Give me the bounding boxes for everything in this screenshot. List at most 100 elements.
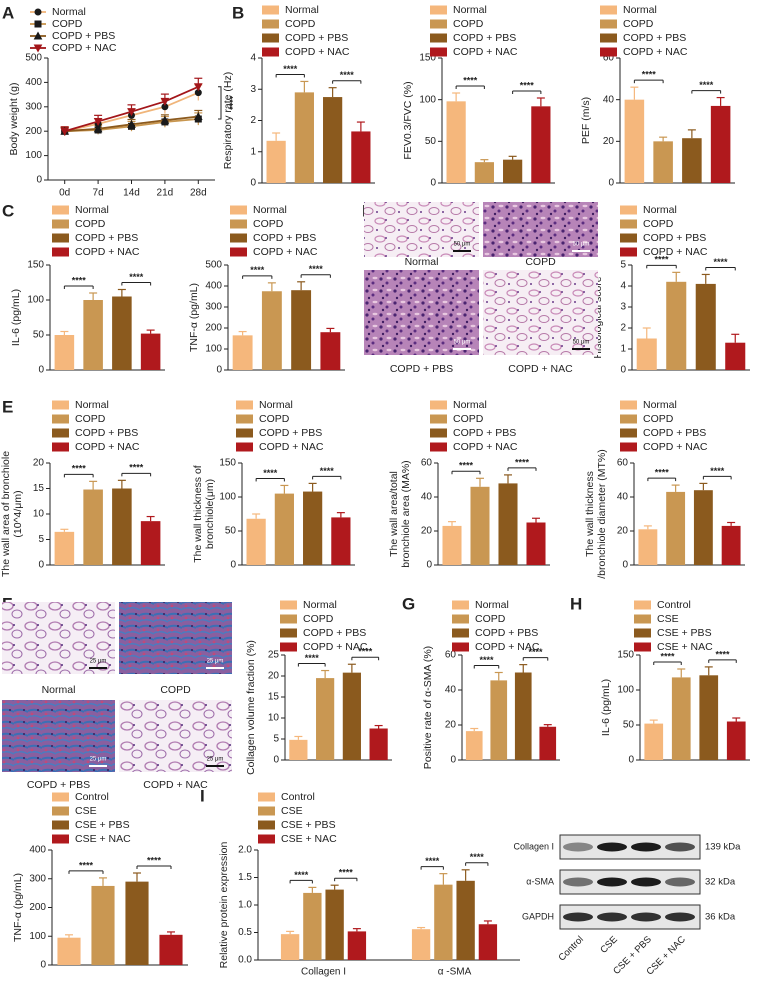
legend-swatch — [236, 414, 253, 424]
legend-swatch — [620, 442, 637, 452]
y-tick-label: 60 — [445, 650, 457, 661]
legend-label: COPD — [75, 413, 106, 425]
bar — [478, 924, 498, 960]
scale-bar-label: 50 μm — [573, 242, 590, 248]
significance-label: **** — [129, 272, 144, 282]
legend-label: COPD + PBS — [285, 32, 348, 44]
y-tick-label: 500 — [205, 260, 222, 271]
bar — [342, 672, 361, 760]
y-tick-label: 300 — [205, 302, 222, 313]
y-tick-label: 0 — [628, 755, 634, 766]
micrograph — [119, 700, 232, 772]
legend-swatch — [634, 614, 651, 624]
legend-label: COPD + PBS — [475, 627, 538, 639]
y-tick-label: 0 — [608, 178, 614, 189]
significance-label: **** — [225, 96, 235, 111]
bar — [351, 131, 371, 183]
y-tick-label: 20 — [445, 720, 457, 731]
legend-swatch — [52, 400, 69, 410]
scale-bar-label: 25 μm — [90, 757, 107, 763]
y-tick-label: 10 — [33, 509, 45, 520]
y-tick-label: 40 — [603, 94, 615, 105]
y-axis-label: Respiratory rate (Hz) — [222, 72, 234, 169]
bar — [644, 723, 664, 760]
bar — [112, 296, 132, 370]
bar — [411, 929, 431, 960]
significance-label: **** — [655, 467, 670, 477]
legend-swatch — [600, 19, 617, 29]
y-tick-label: 100 — [27, 295, 44, 306]
y-tick-label: 0 — [38, 560, 44, 571]
y-tick-label: 0 — [40, 960, 46, 971]
y-tick-label: 400 — [29, 845, 46, 856]
significance-label: **** — [459, 461, 474, 471]
y-tick-label: 20 — [421, 526, 433, 537]
bar — [465, 731, 483, 760]
y-tick-label: 0.5 — [238, 927, 252, 938]
y-axis-label: Collagen volume fraction (%) — [245, 640, 257, 775]
scale-bar-label: 25 μm — [207, 757, 224, 763]
bar — [726, 721, 746, 760]
micrograph — [364, 202, 479, 257]
bar — [320, 332, 341, 370]
blot-band — [563, 912, 593, 922]
legend-swatch — [634, 600, 651, 610]
legend-swatch — [52, 233, 69, 243]
legend-label: Control — [75, 791, 109, 803]
bar — [434, 884, 453, 960]
legend-label: COPD + NAC — [303, 641, 368, 653]
legend-swatch — [452, 628, 469, 638]
legend-swatch — [452, 614, 469, 624]
bar — [653, 141, 673, 183]
bar — [291, 290, 312, 370]
blot-band — [597, 877, 627, 887]
y-axis-label: Relative protein expression — [218, 842, 230, 969]
significance-label: **** — [425, 856, 440, 866]
legend-label: Normal — [253, 204, 287, 216]
x-tick-label: 0d — [59, 188, 70, 199]
bar — [54, 531, 75, 565]
micrograph-caption: COPD + PBS — [390, 363, 453, 375]
y-tick-label: 5 — [273, 734, 279, 745]
y-tick-label: 0.0 — [238, 955, 252, 966]
legend-label: COPD + PBS — [75, 427, 138, 439]
bar — [699, 675, 719, 760]
y-tick-label: 50 — [33, 330, 45, 341]
y-tick-label: 20 — [603, 136, 615, 147]
micrograph — [483, 270, 598, 355]
legend-label: COPD — [643, 218, 674, 230]
legend-label: COPD — [643, 413, 674, 425]
significance-label: **** — [294, 870, 309, 880]
legend-label: CSE — [657, 613, 679, 625]
legend-swatch — [236, 428, 253, 438]
legend-label: COPD + NAC — [52, 42, 117, 54]
x-tick-label: 7d — [93, 188, 104, 199]
legend-label: COPD — [253, 218, 284, 230]
y-tick-label: 10 — [268, 713, 280, 724]
legend-swatch — [230, 219, 247, 229]
legend-label: COPD + NAC — [475, 641, 540, 653]
bar — [232, 335, 253, 370]
legend-swatch — [280, 600, 297, 610]
y-tick-label: 60 — [421, 458, 433, 469]
marker — [93, 124, 103, 133]
y-axis-label: TNF-α (pg/mL) — [188, 283, 200, 352]
legend-label: Normal — [259, 399, 293, 411]
blot-band — [597, 842, 627, 852]
blot-band — [631, 912, 661, 922]
legend-swatch — [280, 614, 297, 624]
legend-swatch — [452, 642, 469, 652]
bar — [280, 934, 300, 960]
y-tick-label: 150 — [617, 650, 634, 661]
micrograph — [2, 602, 115, 674]
legend-swatch — [430, 428, 447, 438]
legend-label: COPD + NAC — [75, 246, 140, 258]
y-tick-label: 3 — [250, 84, 256, 95]
significance-label: **** — [72, 275, 87, 285]
legend-label: COPD — [475, 613, 506, 625]
legend-swatch — [620, 247, 637, 257]
y-tick-label: 60 — [603, 53, 615, 64]
marker — [193, 112, 203, 121]
legend-label: COPD + NAC — [643, 246, 708, 258]
